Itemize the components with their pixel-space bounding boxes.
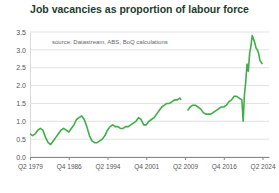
x-tick-label: Q4 2001 <box>134 163 159 171</box>
x-tick: Q2 2024 <box>251 157 276 171</box>
x-tick-mark <box>69 157 70 160</box>
y-tick-label: 2.0 <box>16 82 26 89</box>
x-tick-mark <box>108 157 109 160</box>
x-tick: Q2 2009 <box>173 157 198 171</box>
y-tick: 1.0 <box>16 118 30 125</box>
x-tick: Q2 1994 <box>96 157 121 171</box>
y-tick: 2.0 <box>16 82 30 89</box>
plot: 0.00.51.01.52.02.53.03.5Q2 1979Q4 1986Q2… <box>16 29 276 171</box>
y-tick-label: 2.5 <box>16 64 26 71</box>
chart: Job vacancies as proportion of labour fo… <box>0 0 279 193</box>
grid <box>30 32 269 157</box>
x-tick-mark <box>146 157 147 160</box>
grid-line <box>30 103 269 104</box>
grid-line <box>30 67 269 68</box>
x-tick-label: Q2 2024 <box>251 163 276 171</box>
x-tick: Q4 2016 <box>212 157 237 171</box>
grid-line <box>30 85 269 86</box>
y-tick-label: 3.5 <box>16 29 26 36</box>
grid-line <box>30 49 269 50</box>
y-tick-label: 3.0 <box>16 47 26 54</box>
y-tick-label: 0.0 <box>16 154 26 161</box>
y-tick: 3.5 <box>16 29 30 36</box>
y-tick: 0.5 <box>16 136 30 143</box>
x-tick-label: Q4 1986 <box>57 163 82 171</box>
x-tick-mark <box>30 157 31 160</box>
y-tick: 3.0 <box>16 47 30 54</box>
x-tick-mark <box>224 157 225 160</box>
y-tick-label: 1.0 <box>16 118 26 125</box>
y-tick: 1.5 <box>16 100 30 107</box>
x-tick-label: Q2 1994 <box>96 163 121 171</box>
x-axis-line <box>31 157 270 158</box>
x-tick-label: Q2 1979 <box>18 163 43 171</box>
y-axis-line <box>30 33 31 158</box>
title: Job vacancies as proportion of labour fo… <box>30 3 249 15</box>
y-tick-label: 1.5 <box>16 100 26 107</box>
grid-line <box>30 139 269 140</box>
series <box>30 36 263 145</box>
x-tick-label: Q2 2009 <box>173 163 198 171</box>
x-tick-mark <box>263 157 264 160</box>
y-tick: 2.5 <box>16 64 30 71</box>
grid-line <box>30 157 269 158</box>
y-tick-label: 0.5 <box>16 136 26 143</box>
line <box>30 36 263 145</box>
x-tick: Q2 1979 <box>18 157 43 171</box>
annotation: source: Datastream, ABS, BoQ calculation… <box>52 39 168 45</box>
x-tick-mark <box>185 157 186 160</box>
x-tick: Q4 1986 <box>57 157 82 171</box>
x-axis: Q2 1979 Q4 1986 Q2 1994 Q4 2001 Q2 2009 Q4 20… <box>18 157 276 171</box>
y-axis: 0.0 0.5 1.0 1.5 2.0 2.5 3.0 3.5 <box>16 29 30 161</box>
y-tick: 0.0 <box>16 154 30 161</box>
grid-line <box>30 32 269 33</box>
x-tick: Q4 2001 <box>134 157 159 171</box>
x-tick-label: Q4 2016 <box>212 163 237 171</box>
